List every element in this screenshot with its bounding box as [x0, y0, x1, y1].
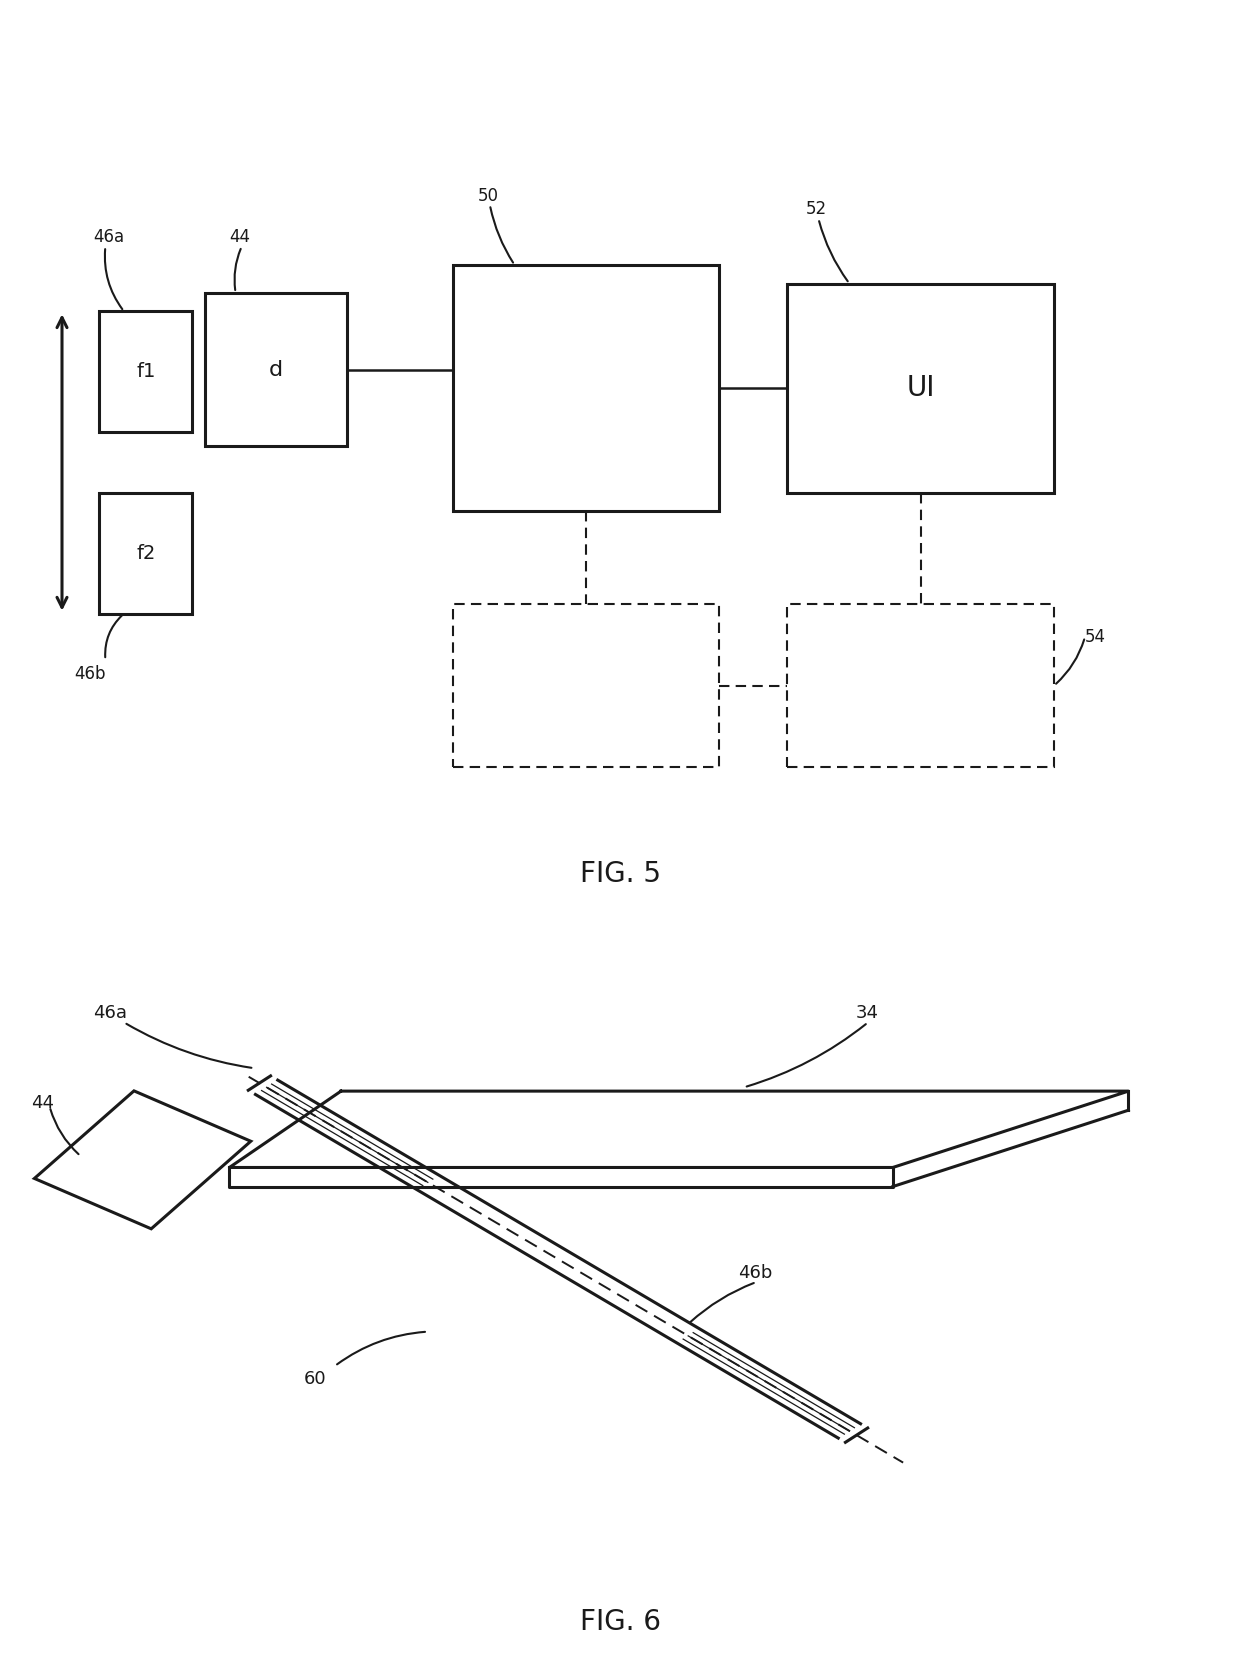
Polygon shape: [229, 1091, 1128, 1167]
Text: 52: 52: [806, 201, 827, 219]
Text: UI: UI: [906, 374, 935, 402]
Text: d: d: [269, 360, 283, 380]
Text: 54: 54: [1085, 627, 1106, 646]
Text: 60: 60: [304, 1370, 326, 1388]
Text: f1: f1: [136, 362, 155, 382]
Text: f2: f2: [136, 543, 155, 563]
Text: 44: 44: [31, 1094, 55, 1112]
Bar: [99, 312, 192, 432]
Text: 46a: 46a: [93, 229, 124, 246]
Bar: [787, 284, 1054, 493]
Text: 50: 50: [477, 186, 498, 204]
Bar: [205, 292, 347, 447]
Text: 34: 34: [856, 1004, 879, 1023]
Polygon shape: [35, 1091, 250, 1228]
Text: 44: 44: [229, 229, 250, 246]
Bar: [453, 266, 719, 511]
Bar: [453, 604, 719, 767]
Text: 46b: 46b: [74, 664, 105, 682]
Text: 46b: 46b: [738, 1263, 773, 1282]
Text: 46a: 46a: [93, 1004, 126, 1023]
Text: FIG. 6: FIG. 6: [579, 1609, 661, 1635]
Text: FIG. 5: FIG. 5: [579, 860, 661, 888]
Bar: [787, 604, 1054, 767]
Bar: [99, 493, 192, 614]
